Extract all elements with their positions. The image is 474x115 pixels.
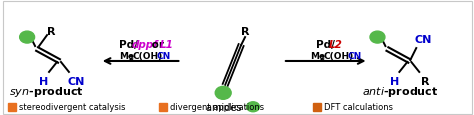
Text: Me: Me: [310, 51, 325, 60]
Text: Pd/: Pd/: [316, 40, 335, 50]
Text: stereodivergent catalysis: stereodivergent catalysis: [19, 102, 126, 111]
Text: CN: CN: [415, 35, 432, 45]
Bar: [159, 103, 167, 111]
Text: R: R: [241, 27, 249, 37]
Text: $\it{syn}$-product: $\it{syn}$-product: [9, 84, 83, 98]
FancyBboxPatch shape: [3, 2, 472, 114]
Text: CN: CN: [347, 51, 362, 60]
Text: dppf: dppf: [132, 40, 158, 50]
Text: $\it{anti}$-product: $\it{anti}$-product: [362, 84, 438, 98]
Bar: [8, 103, 16, 111]
Text: H: H: [390, 76, 399, 86]
Text: R: R: [47, 27, 55, 37]
Text: H: H: [39, 76, 49, 86]
Text: L2: L2: [328, 40, 343, 50]
Text: L1: L1: [159, 40, 173, 50]
Text: divergent applications: divergent applications: [171, 102, 264, 111]
Text: C(OH): C(OH): [324, 51, 354, 60]
Bar: [313, 103, 321, 111]
Text: CN: CN: [156, 51, 171, 60]
Text: C(OH): C(OH): [133, 51, 163, 60]
Text: Pd/: Pd/: [118, 40, 137, 50]
Text: 2: 2: [128, 55, 133, 60]
Text: R: R: [421, 76, 429, 86]
Text: 2: 2: [320, 55, 325, 60]
Ellipse shape: [370, 32, 385, 44]
Text: amides =: amides =: [206, 102, 256, 112]
Ellipse shape: [215, 87, 231, 99]
Text: Me: Me: [118, 51, 134, 60]
Text: CN: CN: [67, 76, 84, 86]
Text: or: or: [147, 40, 167, 50]
Text: DFT calculations: DFT calculations: [324, 102, 393, 111]
Ellipse shape: [19, 32, 35, 44]
Ellipse shape: [246, 102, 260, 112]
